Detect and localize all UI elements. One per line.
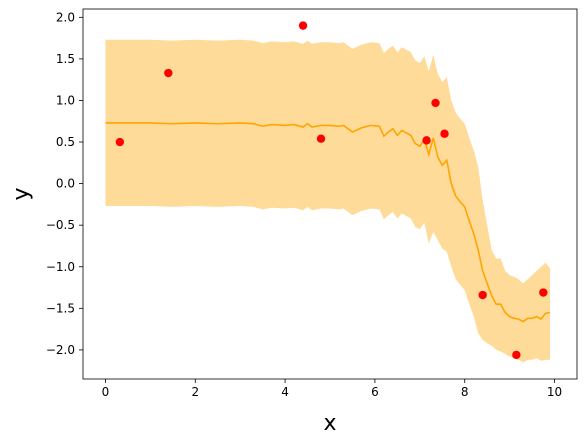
x-tick-label: 8	[461, 385, 469, 399]
confidence-band-layer	[105, 39, 551, 363]
x-tick-label: 10	[547, 385, 562, 399]
data-point	[539, 288, 548, 297]
y-axis-label: y	[9, 187, 34, 200]
data-point	[115, 137, 125, 147]
y-ticks: −2.0 −1.5 −1.0 −0.5 0.0 0.5 1.0 1.5 2.0	[46, 10, 83, 357]
data-point	[512, 350, 521, 360]
x-tick-label: 0	[102, 385, 110, 399]
x-tick-label: 2	[191, 385, 199, 399]
x-axis-label: x	[323, 411, 336, 436]
data-point	[316, 134, 326, 143]
mean-line-layer	[105, 122, 551, 323]
data-point	[422, 136, 431, 145]
data-points-layer	[115, 21, 548, 360]
y-tick-label: 0.5	[56, 135, 75, 149]
x-ticks: 0 2 4 6 8 10	[102, 379, 562, 399]
y-tick-label: 2.0	[56, 10, 75, 24]
y-tick-label: −0.5	[46, 218, 75, 232]
y-tick-label: −1.0	[46, 260, 75, 274]
x-tick-label: 6	[371, 385, 379, 399]
data-point	[440, 129, 449, 138]
data-point	[164, 68, 173, 78]
data-point	[298, 21, 308, 30]
y-tick-label: −2.0	[46, 343, 75, 357]
y-tick-label: 0.0	[56, 177, 75, 191]
x-tick-label: 4	[281, 385, 289, 399]
mean-line	[105, 122, 551, 323]
data-point	[431, 98, 440, 108]
y-tick-label: 1.0	[56, 93, 75, 107]
plot-frame	[82, 8, 578, 380]
data-point	[478, 290, 487, 300]
y-tick-label: 1.5	[56, 52, 75, 66]
confidence-band	[105, 39, 551, 363]
y-tick-label: −1.5	[46, 301, 75, 315]
